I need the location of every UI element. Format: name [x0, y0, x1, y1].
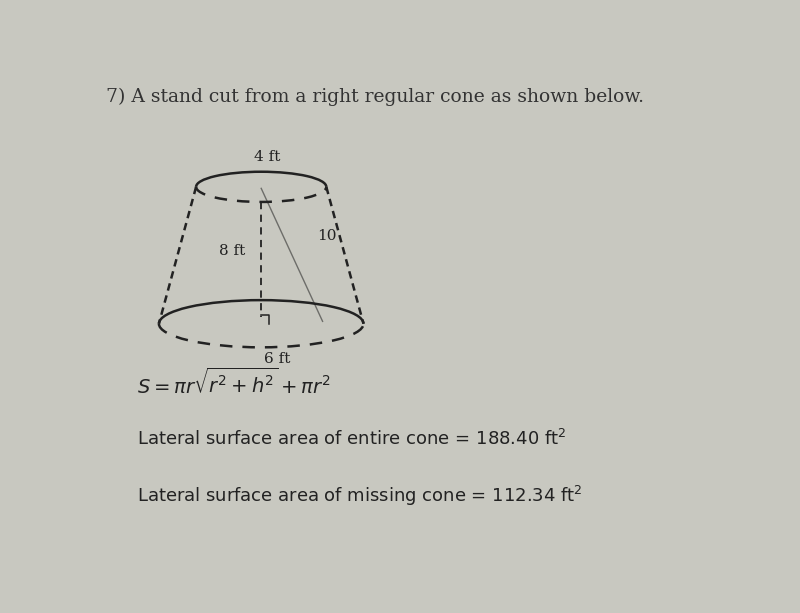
Text: Lateral surface area of missing cone = 112.34 ft$^2$: Lateral surface area of missing cone = 1…: [138, 484, 583, 508]
Text: 4 ft: 4 ft: [254, 150, 281, 164]
Text: $S = \pi r\sqrt{r^2 + h^2} + \pi r^2$: $S = \pi r\sqrt{r^2 + h^2} + \pi r^2$: [138, 368, 330, 398]
Text: 7) A stand cut from a right regular cone as shown below.: 7) A stand cut from a right regular cone…: [106, 88, 644, 106]
Text: Lateral surface area of entire cone = 188.40 ft$^2$: Lateral surface area of entire cone = 18…: [138, 429, 566, 449]
Text: 10: 10: [317, 229, 337, 243]
Text: 6 ft: 6 ft: [263, 352, 290, 366]
Text: 8 ft: 8 ft: [219, 243, 246, 257]
